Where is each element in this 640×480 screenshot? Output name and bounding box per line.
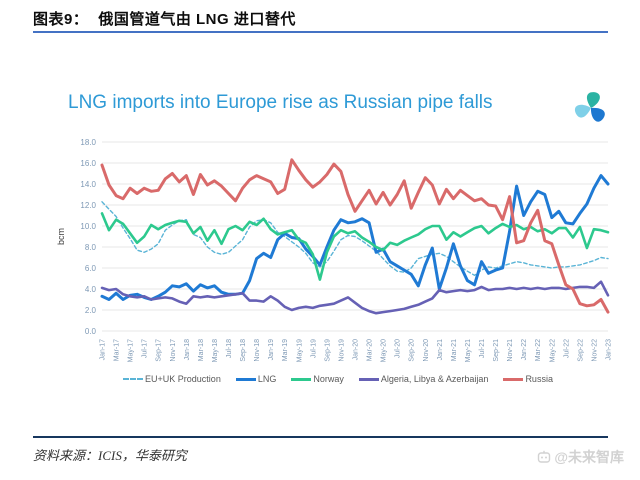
source-note: 资料来源：ICIS，华泰研究	[33, 448, 187, 463]
y-tick-label: 4.0	[85, 285, 97, 294]
legend-swatch-russia	[503, 377, 524, 381]
chart-title-row: LNG imports into Europe rise as Russian …	[68, 92, 610, 124]
chart-legend: EU+UK Production LNG Norway Algeria, Libya …	[60, 374, 616, 384]
header-divider	[33, 31, 608, 33]
legend-item-eu_uk_production: EU+UK Production	[123, 374, 221, 384]
y-tick-label: 8.0	[85, 243, 97, 252]
x-tick-label: Sep-19	[324, 339, 331, 362]
x-tick-label: Sep-18	[240, 339, 247, 362]
x-tick-label: Mar-22	[535, 339, 542, 361]
x-tick-label: May-18	[212, 339, 219, 362]
x-tick-label: May-22	[549, 339, 556, 362]
y-tick-label: 16.0	[80, 159, 96, 168]
chart-title: LNG imports into Europe rise as Russian …	[68, 92, 493, 113]
icis-logo-icon	[574, 92, 605, 122]
series-line-russia	[100, 158, 610, 314]
x-tick-label: Jul-22	[563, 339, 570, 358]
figure-label: 图表9：	[33, 11, 89, 28]
footer-divider	[33, 436, 608, 438]
legend-item-algeria_libya_azerbaijan: Algeria, Libya & Azerbaijan	[358, 374, 489, 384]
x-tick-label: Sep-21	[493, 339, 500, 362]
series-line-lng	[100, 174, 610, 301]
legend-label: Russia	[525, 374, 553, 384]
y-tick-label: 18.0	[80, 138, 96, 147]
y-tick-label: 10.0	[80, 222, 96, 231]
x-tick-label: Sep-17	[156, 339, 163, 362]
x-tick-label: Mar-21	[451, 339, 458, 361]
x-tick-label: May-20	[381, 339, 388, 362]
x-tick-label: Jan-19	[268, 339, 275, 361]
watermark: @未来智库	[537, 447, 624, 467]
x-tick-label: Sep-20	[409, 339, 416, 362]
x-tick-label: Nov-20	[423, 339, 430, 362]
y-tick-label: 14.0	[80, 180, 96, 189]
x-tick-label: Jan-20	[353, 339, 360, 361]
series-line-algeria_libya_azerbaijan	[100, 280, 610, 315]
x-tick-label: Jul-21	[479, 339, 486, 358]
x-tick-label: May-21	[465, 339, 472, 362]
x-tick-label: Jan-17	[100, 339, 107, 361]
y-tick-label: 12.0	[80, 201, 96, 210]
x-tick-label: Jul-17	[142, 339, 149, 358]
legend-swatch-lng	[235, 377, 256, 381]
legend-swatch-norway	[291, 377, 312, 381]
x-tick-label: May-19	[296, 339, 303, 362]
legend-label: EU+UK Production	[145, 374, 221, 384]
x-tick-label: Jan-18	[184, 339, 191, 361]
x-tick-label: Jul-20	[395, 339, 402, 358]
series-line-eu_uk_production	[101, 201, 609, 277]
legend-label: Algeria, Libya & Azerbaijan	[380, 374, 489, 384]
watermark-text: @未来智库	[554, 449, 624, 465]
legend-label: LNG	[257, 374, 277, 384]
x-tick-label: Sep-22	[577, 339, 584, 362]
legend-swatch-algeria_libya_azerbaijan	[358, 377, 379, 381]
legend-item-lng: LNG	[235, 374, 277, 384]
x-tick-label: Jan-23	[606, 339, 613, 361]
x-tick-label: Mar-18	[198, 339, 205, 361]
x-tick-label: Mar-19	[282, 339, 289, 361]
y-tick-label: 0.0	[85, 327, 97, 336]
x-tick-label: Jan-21	[437, 339, 444, 361]
legend-item-norway: Norway	[291, 374, 344, 384]
x-tick-label: Mar-20	[367, 339, 374, 361]
legend-swatch-eu_uk_production	[123, 378, 144, 380]
figure-header: 图表9： 俄国管道气由 LNG 进口替代	[33, 8, 296, 29]
y-axis-title: bcm	[56, 228, 66, 245]
line-chart: 0.0 2.0 4.0 6.0 8.0 10.0 12.0 14.0 16.0 18.0 Jan-1…	[56, 138, 613, 363]
x-tick-label: Nov-17	[170, 339, 177, 362]
x-tick-label: Mar-17	[114, 339, 121, 361]
y-tick-label: 2.0	[85, 306, 97, 315]
series-line-norway	[100, 212, 610, 281]
x-tick-label: Nov-21	[507, 339, 514, 362]
x-tick-label: Jul-18	[226, 339, 233, 358]
x-tick-label: Nov-22	[591, 339, 598, 362]
y-tick-label: 6.0	[85, 264, 97, 273]
x-tick-label: Nov-18	[254, 339, 261, 362]
watermark-logo-icon	[538, 450, 551, 463]
figure-title: 俄国管道气由 LNG 进口替代	[98, 11, 296, 28]
x-tick-label: May-17	[128, 339, 135, 362]
x-tick-label: Jan-22	[521, 339, 528, 361]
legend-label: Norway	[313, 374, 344, 384]
x-tick-label: Jul-19	[310, 339, 317, 358]
legend-item-russia: Russia	[503, 374, 553, 384]
x-tick-label: Nov-19	[338, 339, 345, 362]
